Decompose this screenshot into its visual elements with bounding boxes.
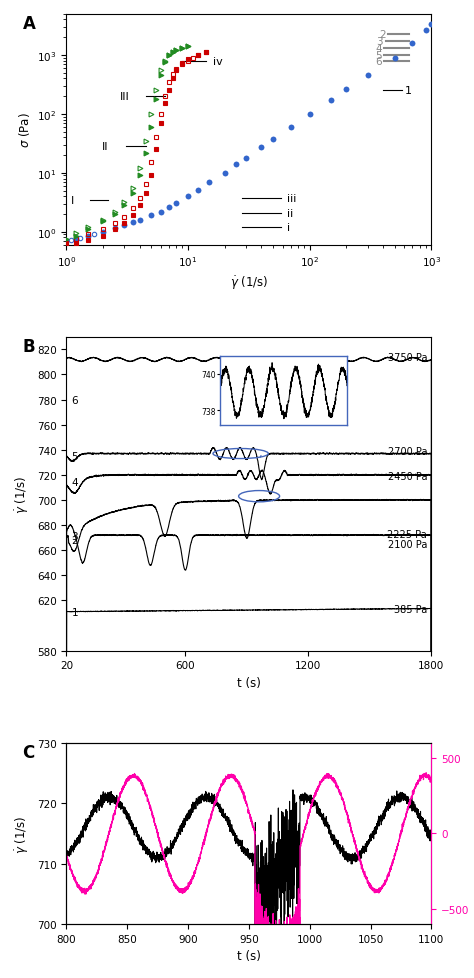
Text: 5: 5 (72, 452, 78, 462)
Text: 1: 1 (404, 86, 411, 96)
Text: iv: iv (213, 57, 223, 67)
Text: 3750 Pa: 3750 Pa (388, 352, 427, 363)
Text: III: III (120, 92, 129, 102)
Text: 3: 3 (72, 532, 78, 542)
X-axis label: t (s): t (s) (237, 950, 261, 962)
Text: 2225 Pa: 2225 Pa (387, 529, 427, 539)
Text: iii: iii (287, 194, 296, 204)
Text: C: C (23, 742, 35, 761)
X-axis label: $\dot{\gamma}$ (1/s): $\dot{\gamma}$ (1/s) (229, 275, 268, 292)
Y-axis label: $\dot{\gamma}$ (1/s): $\dot{\gamma}$ (1/s) (14, 475, 31, 513)
Text: 1: 1 (72, 607, 78, 617)
Text: A: A (23, 15, 36, 32)
Text: 3: 3 (376, 37, 383, 47)
Text: 5: 5 (375, 51, 382, 61)
Text: 2700 Pa: 2700 Pa (388, 447, 427, 457)
Text: II: II (101, 142, 108, 153)
Text: 4: 4 (72, 478, 78, 488)
Text: 6: 6 (375, 57, 382, 67)
X-axis label: t (s): t (s) (237, 676, 261, 689)
Text: 4: 4 (375, 44, 382, 54)
Text: 2: 2 (379, 29, 385, 39)
Y-axis label: $\sigma$ (Pa): $\sigma$ (Pa) (17, 112, 32, 148)
Text: 2: 2 (72, 536, 78, 546)
Y-axis label: $\dot{\gamma}$ (1/s): $\dot{\gamma}$ (1/s) (14, 815, 31, 853)
Text: 2100 Pa: 2100 Pa (388, 539, 427, 550)
Text: 385 Pa: 385 Pa (394, 604, 427, 614)
Text: 2450 Pa: 2450 Pa (388, 471, 427, 481)
Text: I: I (71, 196, 74, 205)
Text: 6: 6 (72, 395, 78, 405)
Text: B: B (23, 337, 35, 355)
Text: ii: ii (287, 208, 293, 218)
Text: i: i (287, 223, 290, 233)
